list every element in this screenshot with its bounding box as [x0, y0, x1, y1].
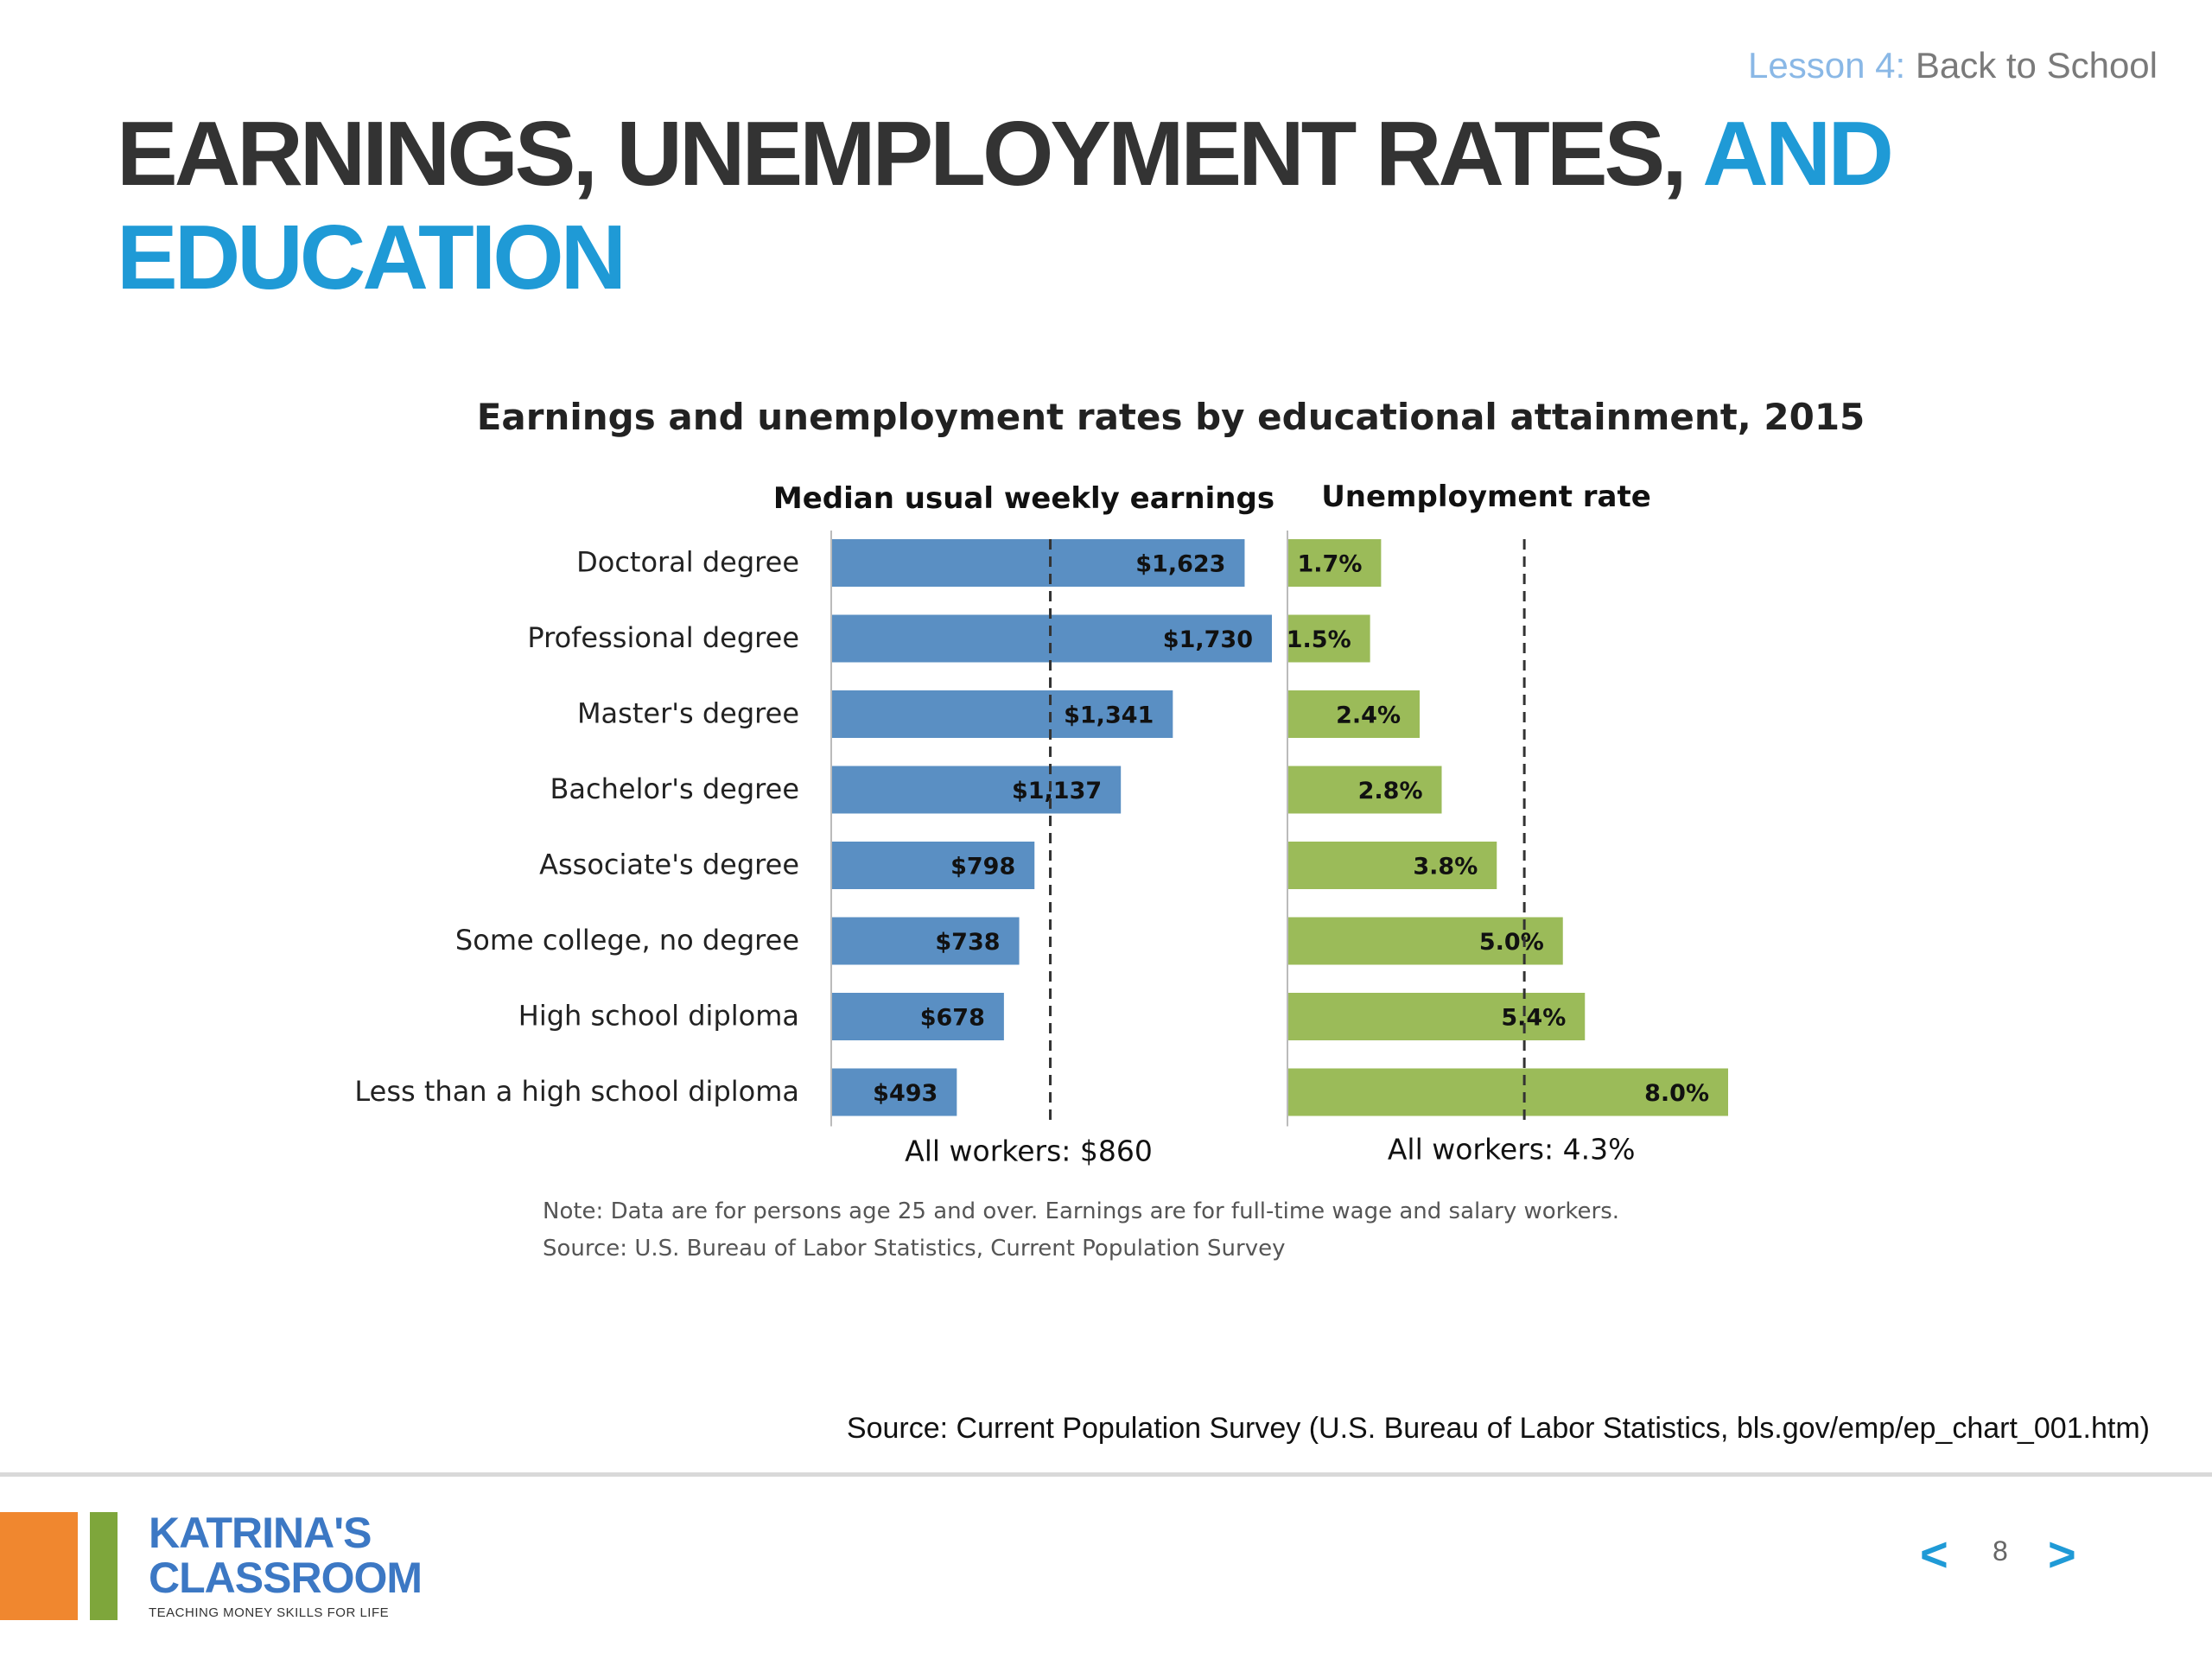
page-number: 8 [1993, 1535, 2008, 1567]
prev-slide-icon[interactable]: < [1920, 1527, 1948, 1581]
unemployment-data-label: 8.0% [1644, 1080, 1709, 1107]
logo-green-block [90, 1512, 118, 1620]
logo-tagline: TEACHING MONEY SKILLS FOR LIFE [149, 1605, 390, 1620]
logo-line2: CLASSROOM [149, 1554, 423, 1602]
earnings-bar [831, 917, 1020, 965]
logo-orange-block [0, 1512, 78, 1620]
earnings-data-label: $1,623 [1135, 551, 1225, 578]
unemployment-data-label: 5.0% [1479, 929, 1544, 956]
earnings-data-label: $798 [950, 854, 1015, 880]
unemployment-bar [1287, 993, 1586, 1040]
slide-title: EARNINGS, UNEMPLOYMENT RATES, AND EDUCAT… [117, 102, 2130, 309]
lesson-colon: : [1895, 45, 1906, 86]
slide-title-part2: AND EDUCATION [117, 103, 1894, 308]
unemployment-bar [1287, 539, 1382, 587]
lesson-label: Lesson 4: Back to School [1748, 45, 2158, 86]
earnings-data-label: $1,137 [1012, 778, 1102, 804]
earnings-bar [831, 1068, 957, 1116]
earnings-bar [831, 766, 1122, 814]
category-label: High school diploma [518, 1000, 799, 1033]
slide-title-part1: EARNINGS, UNEMPLOYMENT RATES, [117, 103, 1688, 205]
unemployment-panel-header: Unemployment rate [1321, 480, 1651, 514]
earnings-data-label: $1,341 [1064, 702, 1154, 729]
unemployment-data-label: 5.4% [1501, 1005, 1566, 1032]
earnings-panel-header: Median usual weekly earnings [773, 481, 1274, 516]
unemployment-data-label: 1.5% [1287, 626, 1351, 653]
earnings-data-label: $738 [935, 929, 1000, 956]
unemployment-bar [1287, 1068, 1728, 1116]
category-label: Master's degree [577, 697, 799, 730]
earnings-data-label: $678 [920, 1005, 985, 1032]
footer-divider [0, 1472, 2212, 1477]
unemployment-data-label: 2.8% [1358, 778, 1423, 804]
earnings-bar [831, 614, 1272, 663]
category-label: Some college, no degree [455, 924, 799, 957]
logo: KATRINA'S CLASSROOM TEACHING MONEY SKILL… [149, 1509, 423, 1620]
category-label: Professional degree [527, 621, 799, 654]
earnings-data-label: $493 [873, 1080, 938, 1107]
unemployment-data-label: 2.4% [1336, 702, 1401, 729]
earnings-data-label: $1,730 [1163, 626, 1253, 653]
unemployment-data-label: 3.8% [1413, 854, 1478, 880]
chart-note: Note: Data are for persons age 25 and ov… [543, 1198, 1619, 1224]
category-label: Bachelor's degree [550, 772, 799, 805]
lesson-number: Lesson 4 [1748, 45, 1896, 86]
category-label: Associate's degree [539, 849, 799, 881]
logo-line1: KATRINA'S [149, 1509, 372, 1557]
earnings-bar [831, 993, 1004, 1040]
lesson-title: Back to School [1915, 45, 2158, 86]
unemployment-bar [1287, 917, 1563, 965]
unemployment-data-label: 1.7% [1297, 551, 1362, 578]
unemployment-bar [1287, 842, 1497, 889]
earnings-reference-label: All workers: $860 [905, 1135, 1153, 1168]
category-label: Less than a high school diploma [354, 1075, 799, 1108]
unemployment-bar [1287, 766, 1442, 814]
earnings-bar [831, 690, 1173, 738]
earnings-bar [831, 539, 1245, 587]
chart-title: Earnings and unemployment rates by educa… [477, 396, 1866, 438]
unemployment-bar [1287, 690, 1420, 738]
next-slide-icon[interactable]: > [2048, 1527, 2076, 1581]
unemployment-bar [1287, 614, 1370, 663]
chart-source: Source: U.S. Bureau of Labor Statistics,… [543, 1236, 1285, 1262]
category-label: Doctoral degree [576, 546, 799, 579]
unemployment-reference-label: All workers: 4.3% [1388, 1133, 1636, 1166]
earnings-bar [831, 842, 1035, 889]
footer-source: Source: Current Population Survey (U.S. … [846, 1412, 2150, 1445]
